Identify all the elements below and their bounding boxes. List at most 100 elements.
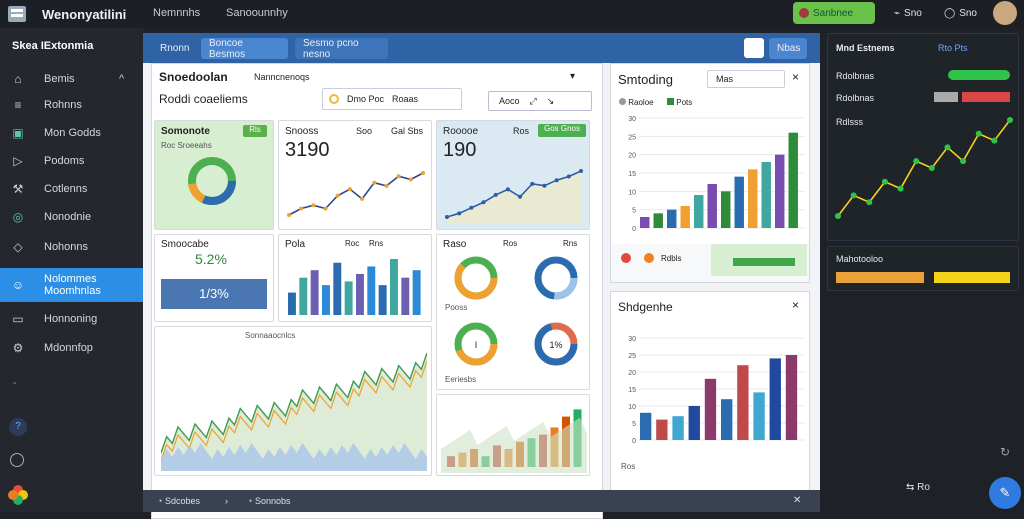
footer-label: Rdbls — [661, 254, 682, 263]
bar — [412, 270, 421, 315]
filter-select[interactable]: Dmo Poc Roaas — [322, 88, 462, 110]
close-icon[interactable]: × — [792, 298, 800, 312]
tick-label: 30 — [628, 336, 636, 343]
line-chart — [835, 117, 1013, 219]
data-point — [991, 137, 998, 144]
tick-label: 15 — [628, 171, 636, 178]
sidebar-item-label: Nonodnie — [44, 211, 92, 223]
messages-button[interactable]: ◯ Sno — [938, 2, 977, 24]
right-panel-link[interactable]: Rto Pts — [938, 43, 968, 53]
tick-label: 25 — [628, 353, 636, 360]
tab-active[interactable]: Boncoe Besmos — [201, 38, 288, 60]
sidebar-item[interactable]: ≡ Rohnns — [0, 91, 143, 119]
card-title: Pola — [285, 239, 306, 250]
series-line — [161, 352, 427, 454]
filter-icon — [329, 94, 339, 104]
bottom-item[interactable]: ◔ Sonnobs — [247, 496, 290, 506]
sidebar: Skea IExtonmia ⌂ Bemis ^ ≡ Rohnns ▣ Mon Godd… — [0, 28, 143, 512]
action-group[interactable]: Aoco ⤢ ↘ — [488, 91, 592, 111]
tick-label: 15 — [628, 387, 636, 394]
progress-bar — [934, 92, 958, 102]
search-input[interactable]: Mas — [707, 70, 785, 88]
sidebar-item[interactable]: ⌂ Bemis ^ — [0, 65, 143, 93]
user-icon: ☺ — [11, 278, 25, 292]
smoothing-card[interactable]: Smtoding Mas × Raoloe Pots 0 5 10 15 20 25 30 … — [610, 63, 810, 283]
share-button[interactable]: ⇆ Ro — [906, 482, 970, 502]
dropdown-icon[interactable]: ▾ — [570, 71, 576, 82]
tab[interactable]: Rnonn — [160, 43, 190, 54]
help-icon[interactable]: ? — [9, 418, 27, 436]
bar-chart — [288, 259, 421, 315]
top-bar: Wenonyatilini Nemnnhs Sanoounnhy Sanbnee… — [0, 0, 1024, 28]
stats-card[interactable]: Shdgenhe × 0 5 10 15 20 25 30 Ros — [610, 291, 810, 496]
sidebar-item[interactable]: ◇ Nohonns — [0, 233, 143, 261]
card-line-1[interactable]: Snooss Soo Gal Sbs 3190 — [278, 120, 432, 230]
tab[interactable]: Sesmo pcno nesno — [295, 38, 388, 60]
bar — [694, 195, 704, 228]
card-donuts[interactable]: Raso Ros Rns Pooss I 1% Eeriesbs — [436, 234, 590, 390]
circle-icon[interactable] — [10, 453, 24, 467]
sidebar-item-label: Mdonnfop — [44, 342, 93, 354]
data-point — [913, 158, 920, 165]
sidebar-item[interactable]: ▭ Honnoning — [0, 305, 143, 333]
donut-chart — [534, 256, 578, 300]
card-value: 3190 — [285, 139, 330, 161]
bottom-item[interactable]: ◔ Sdcobes — [157, 496, 200, 506]
legend-label: Pots — [676, 98, 693, 107]
monitor-icon: ▣ — [12, 126, 24, 140]
card-tag: Ros — [513, 126, 530, 136]
data-point — [421, 171, 425, 175]
metric-bar: 1/3% — [161, 279, 267, 309]
legend-dot-icon — [619, 98, 626, 105]
sidebar-item[interactable]: ▷ Podoms — [0, 147, 143, 175]
card-metric[interactable]: Smoocabe 5.2% 1/3% — [154, 234, 274, 322]
search-button[interactable]: Nbas — [769, 38, 807, 59]
sidebar-item[interactable]: ⚙ Mdonnfop — [0, 334, 143, 362]
more-icon[interactable]: - — [13, 378, 17, 389]
data-point — [1007, 117, 1013, 123]
card-bar[interactable]: Pola Roc Rns — [278, 234, 432, 322]
sidebar-item[interactable]: ⚒ Cotlenns — [0, 175, 143, 203]
view-toggle-icon[interactable] — [744, 38, 764, 58]
refresh-icon[interactable]: ↻ — [1000, 445, 1011, 459]
chat-fab-icon[interactable]: ✎ — [989, 477, 1021, 509]
notifications-button[interactable]: ⌁ Sno — [888, 2, 926, 24]
sidebar-item-active[interactable]: ☺ Nolommes Moomhnlas — [0, 268, 143, 302]
panel-title: Snoedoolan — [159, 70, 228, 84]
notifications-label: Sno — [904, 7, 922, 19]
data-point — [287, 213, 291, 217]
data-point — [928, 165, 935, 171]
expand-icon: ⤢ — [529, 95, 537, 106]
bar — [640, 217, 650, 228]
nav-item[interactable]: Nemnnhs — [153, 7, 201, 19]
series-line — [161, 360, 427, 462]
sidebar-item[interactable]: ◎ Nonodnie — [0, 203, 143, 231]
bar — [390, 259, 398, 315]
card-summary[interactable]: Somonote Rls Roc Sroeeahs — [154, 120, 274, 230]
row-label: Rdolbnas — [836, 93, 875, 103]
flower-icon — [7, 484, 29, 506]
card-badge: Rls — [243, 125, 267, 137]
bar — [401, 277, 410, 315]
nav-item[interactable]: Sanoounnhy — [226, 7, 288, 19]
close-icon[interactable]: × — [792, 70, 800, 84]
sidebar-item-label: Mon Godds — [44, 127, 101, 139]
list-icon: ≡ — [14, 98, 22, 112]
card-mixed-chart[interactable] — [436, 394, 590, 476]
app-logo-icon — [6, 4, 28, 24]
primary-button[interactable]: Sanbnee — [793, 2, 875, 24]
globe-icon: ◎ — [12, 210, 24, 224]
chevron-up-icon: ^ — [119, 73, 125, 85]
close-icon[interactable]: ✕ — [793, 495, 802, 506]
avatar[interactable] — [993, 1, 1017, 25]
chevron-right-icon: › — [225, 496, 228, 506]
bar — [367, 266, 376, 315]
card-area-chart[interactable]: Sonnaaocnlcs — [154, 326, 432, 476]
sidebar-item-label: Podoms — [44, 155, 85, 167]
card-line-2[interactable]: Rooooe Ros Gos Gnos 190 — [436, 120, 590, 230]
bar — [775, 154, 785, 228]
data-point — [445, 215, 449, 219]
bar — [721, 191, 731, 228]
sidebar-item[interactable]: ▣ Mon Godds — [0, 119, 143, 147]
bar — [656, 419, 668, 440]
